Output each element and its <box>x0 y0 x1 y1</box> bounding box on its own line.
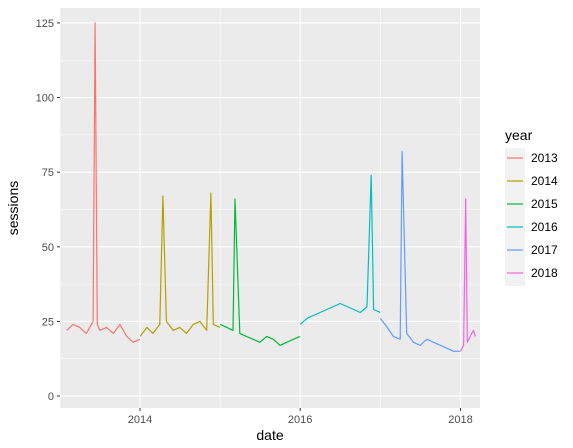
legend-title: year <box>505 127 533 143</box>
y-axis-title: sessions <box>5 181 21 235</box>
x-axis-title: date <box>256 427 283 443</box>
grid <box>59 8 480 408</box>
y-tick-label: 100 <box>36 93 54 105</box>
y-tick-label: 75 <box>42 167 54 179</box>
series-line-2016 <box>299 174 381 325</box>
legend-key-background <box>505 148 525 286</box>
x-axis: 2014 2016 2018 <box>128 408 473 426</box>
legend-label-2018: 2018 <box>531 266 558 280</box>
panel-background <box>60 8 480 408</box>
y-tick-label: 0 <box>48 391 54 403</box>
series-line-2015 <box>219 198 301 346</box>
series-line-2018 <box>459 198 476 352</box>
legend-label-2017: 2017 <box>531 243 558 257</box>
legend: year 2013 2014 2015 2016 2017 2018 <box>505 127 558 286</box>
series-lines <box>66 22 476 352</box>
series-line-2017 <box>379 150 461 352</box>
legend-label-2016: 2016 <box>531 220 558 234</box>
legend-label-2015: 2015 <box>531 197 558 211</box>
legend-label-2013: 2013 <box>531 151 558 165</box>
y-axis: 0 25 50 75 100 125 <box>36 18 60 403</box>
y-tick-label: 125 <box>36 18 54 30</box>
y-tick-label: 25 <box>42 316 54 328</box>
x-tick-label: 2014 <box>128 414 152 426</box>
series-line-2014 <box>139 192 221 337</box>
legend-label-2014: 2014 <box>531 174 558 188</box>
series-line-2013 <box>66 22 141 343</box>
x-tick-label: 2018 <box>448 414 472 426</box>
y-tick-label: 50 <box>42 242 54 254</box>
x-tick-label: 2016 <box>288 414 312 426</box>
